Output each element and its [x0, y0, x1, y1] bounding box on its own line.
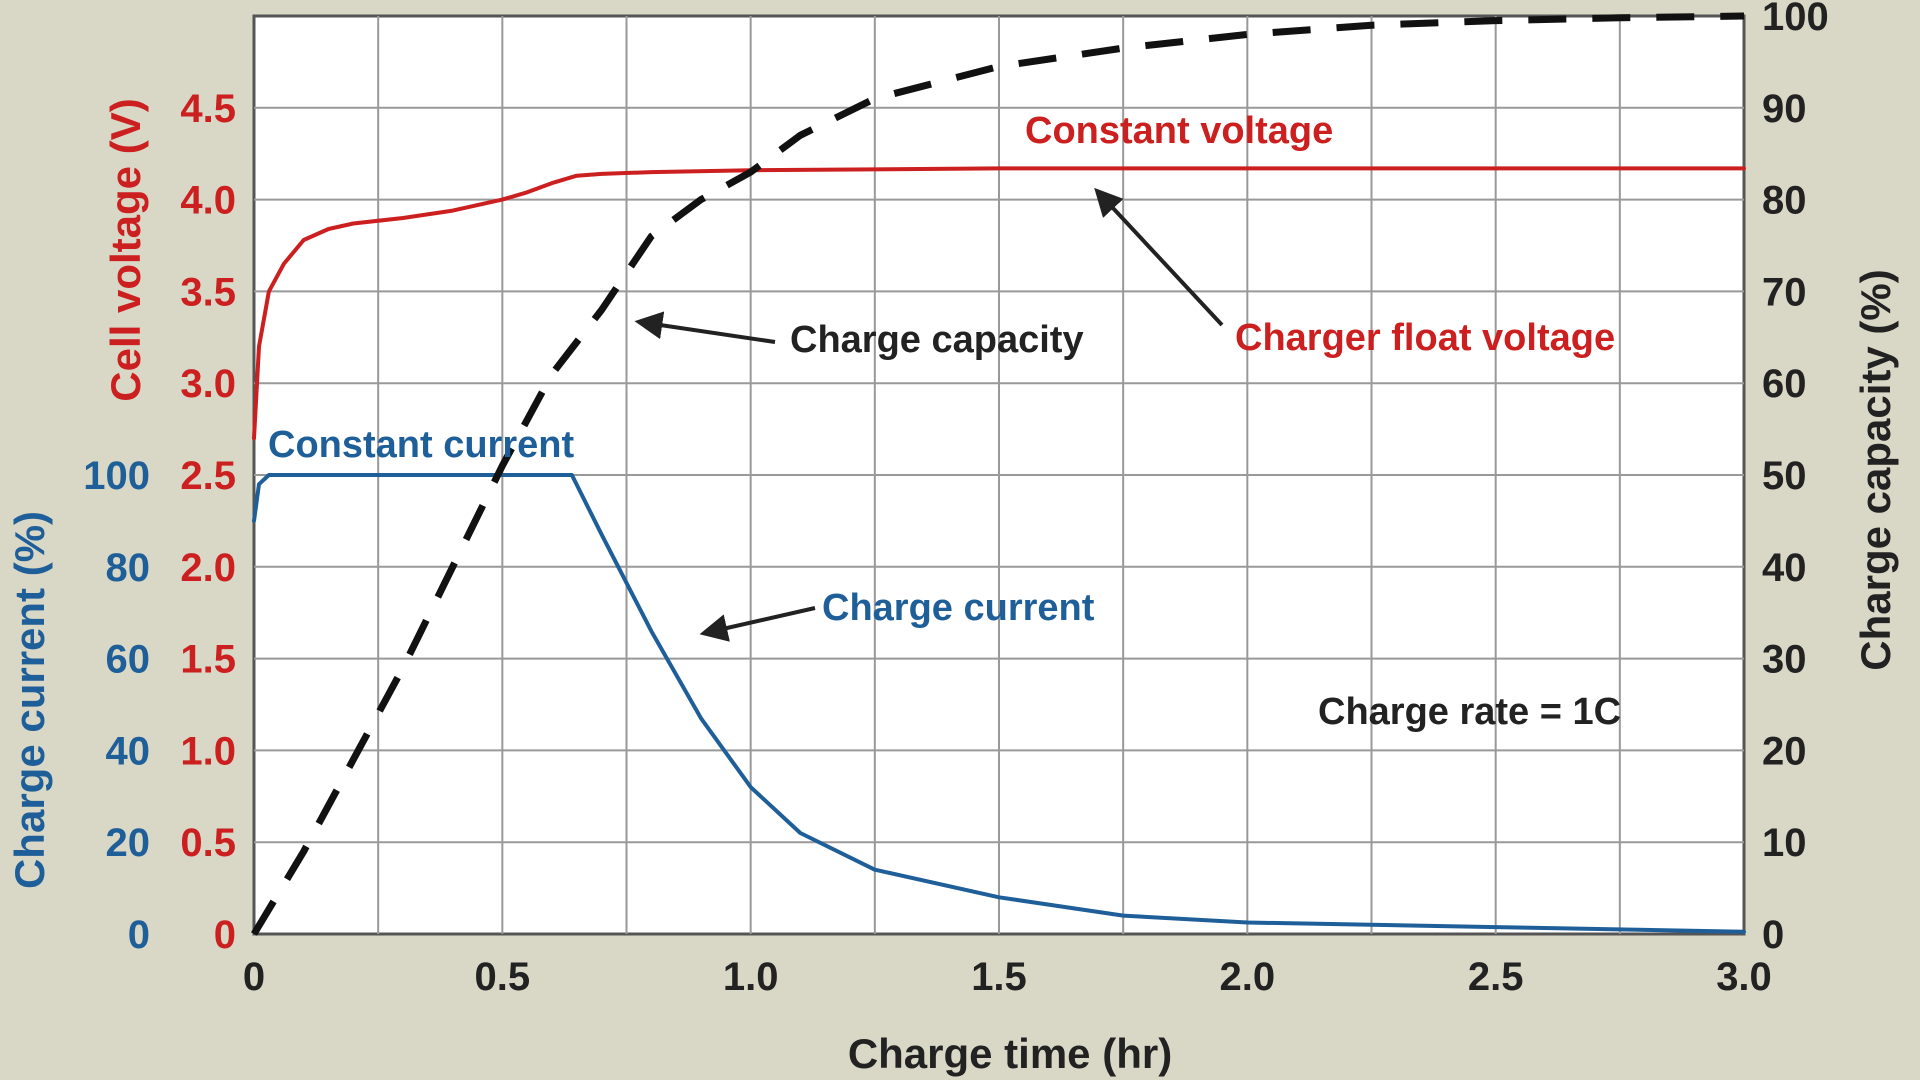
- x-tick-label: 0: [243, 955, 265, 999]
- voltage-tick-label: 3.5: [180, 270, 236, 314]
- current-tick-label: 20: [106, 821, 151, 865]
- capacity-tick-label: 20: [1762, 729, 1807, 773]
- x-tick-label: 1.5: [971, 955, 1027, 999]
- voltage-tick-label: 4.0: [180, 179, 236, 223]
- x-tick-label: 2.0: [1220, 955, 1276, 999]
- current-tick-label: 100: [83, 454, 150, 498]
- capacity-tick-labels: 0 10 20 30 40 50 60 70 80 90 100: [1762, 0, 1829, 957]
- series-layer: [251, 12, 1746, 936]
- capacity-tick-label: 100: [1762, 0, 1829, 39]
- arrow-charge-current: [699, 606, 816, 642]
- x-tick-label: 1.0: [723, 955, 779, 999]
- series-line-charge-current: [252, 473, 1746, 934]
- current-axis-title: Charge current (%): [6, 511, 53, 889]
- current-tick-label: 0: [128, 913, 150, 957]
- current-tick-label: 60: [106, 638, 151, 682]
- arrow-charge-capacity: [634, 311, 776, 344]
- arrow-charger-float-voltage: [1094, 187, 1224, 327]
- annotation-charger-float-voltage: Charger float voltage: [1235, 317, 1615, 359]
- x-tick-label: 0.5: [475, 955, 531, 999]
- capacity-tick-label: 70: [1762, 270, 1807, 314]
- capacity-tick-label: 50: [1762, 454, 1807, 498]
- x-axis-title: Charge time (hr): [848, 1030, 1172, 1077]
- voltage-tick-label: 0: [214, 913, 236, 957]
- capacity-axis-title: Charge capacity (%): [1852, 269, 1899, 670]
- current-tick-labels: 0 20 40 60 80 100: [83, 454, 150, 957]
- capacity-tick-label: 80: [1762, 179, 1807, 223]
- annotation-charge-current: Charge current: [822, 587, 1095, 629]
- voltage-tick-label: 2.5: [180, 454, 236, 498]
- annotation-constant-voltage: Constant voltage: [1025, 110, 1333, 152]
- voltage-tick-label: 2.0: [180, 546, 236, 590]
- capacity-tick-label: 90: [1762, 87, 1807, 131]
- capacity-tick-label: 30: [1762, 638, 1807, 682]
- current-tick-label: 40: [106, 729, 151, 773]
- voltage-axis-title: Cell voltage (V): [102, 98, 149, 401]
- voltage-tick-label: 4.5: [180, 87, 236, 131]
- capacity-tick-label: 40: [1762, 546, 1807, 590]
- annotation-charge-rate: Charge rate = 1C: [1318, 691, 1621, 733]
- x-tick-labels: 0 0.5 1.0 1.5 2.0 2.5 3.0: [243, 955, 1772, 999]
- voltage-tick-label: 1.0: [180, 729, 236, 773]
- annotation-constant-current: Constant current: [268, 424, 574, 466]
- annotation-charge-capacity: Charge capacity: [790, 319, 1084, 361]
- current-tick-label: 80: [106, 546, 151, 590]
- voltage-tick-label: 3.0: [180, 362, 236, 406]
- x-tick-label: 2.5: [1468, 955, 1524, 999]
- voltage-tick-label: 1.5: [180, 638, 236, 682]
- series-line-charge-capacity: [251, 12, 1745, 936]
- capacity-tick-label: 0: [1762, 913, 1784, 957]
- voltage-tick-labels: 0 0.5 1.0 1.5 2.0 2.5 3.0 3.5 4.0 4.5: [180, 87, 236, 957]
- voltage-tick-label: 0.5: [180, 821, 236, 865]
- series-line-cell-voltage: [252, 166, 1746, 441]
- x-tick-label: 3.0: [1716, 955, 1772, 999]
- capacity-tick-label: 10: [1762, 821, 1807, 865]
- capacity-tick-label: 60: [1762, 362, 1807, 406]
